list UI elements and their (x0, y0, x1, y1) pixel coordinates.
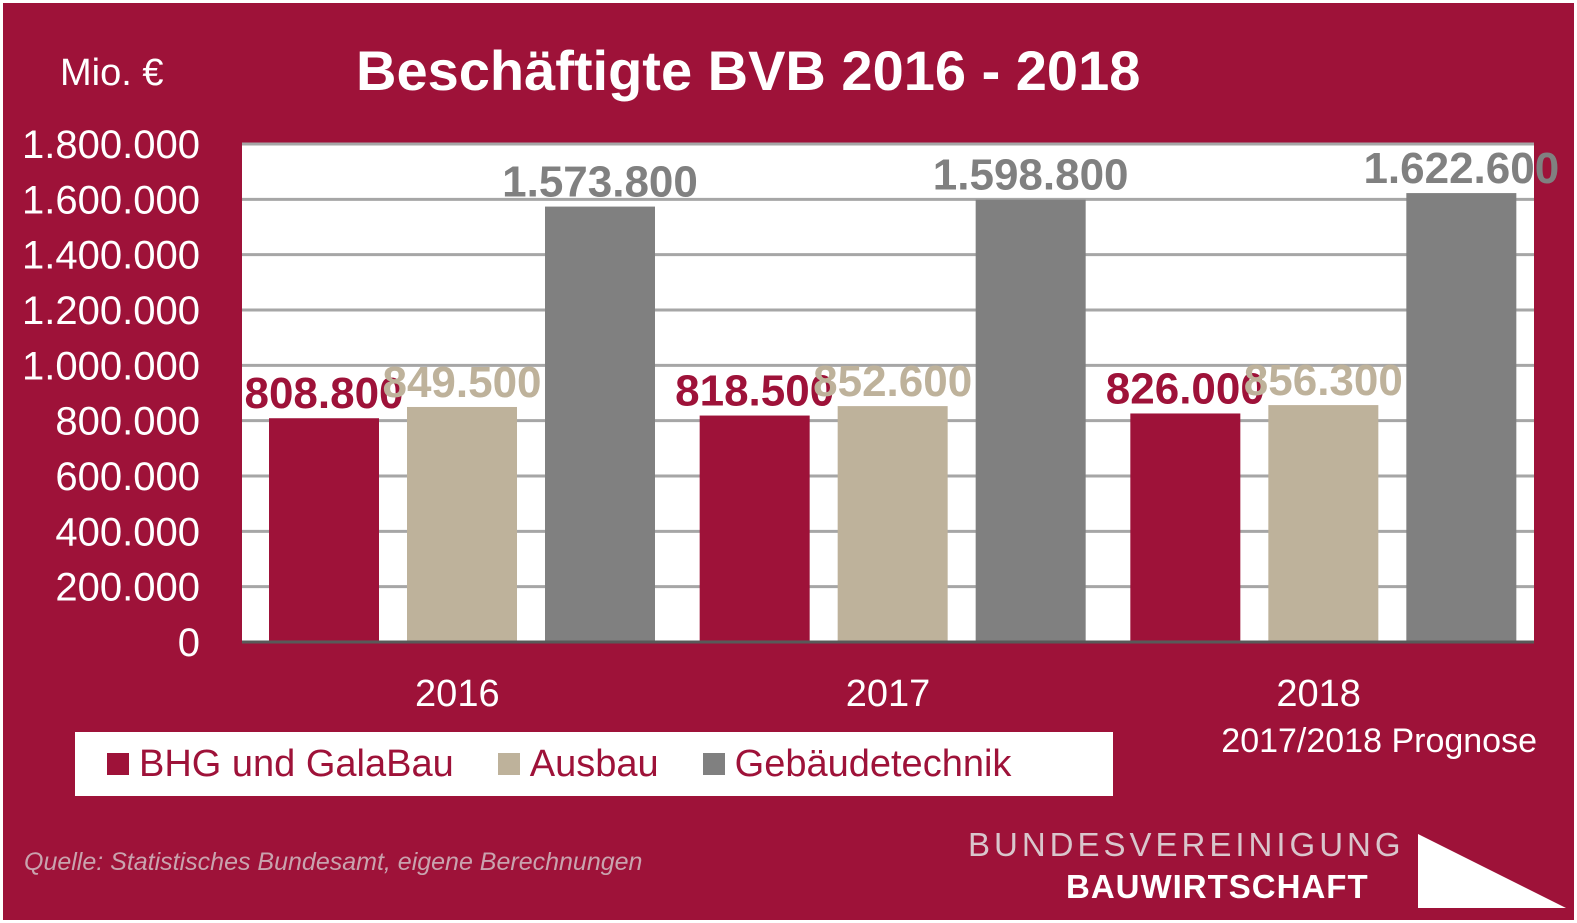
x-category-label: 2018 (1276, 673, 1361, 715)
data-label: 852.600 (813, 357, 972, 406)
y-tick-label: 1.600.000 (22, 178, 200, 222)
y-tick-label: 1.000.000 (22, 344, 200, 388)
bar (699, 415, 810, 642)
legend-label-bhg: BHG und GalaBau (139, 742, 454, 785)
data-label: 826.000 (1106, 364, 1265, 413)
legend-label-gebaeudetechnik: Gebäudetechnik (734, 742, 1012, 785)
legend: BHG und GalaBau Ausbau Gebäudetechnik (75, 732, 1113, 796)
logo-text-bottom: BAUWIRTSCHAFT (1066, 868, 1369, 905)
chart-title: Beschäftigte BVB 2016 - 2018 (356, 39, 1141, 102)
bar (1268, 405, 1379, 642)
data-label: 818.500 (675, 367, 834, 416)
y-tick-label: 400.000 (55, 510, 200, 554)
y-tick-label: 0 (178, 621, 200, 665)
legend-swatch-bhg (107, 753, 129, 775)
bar (545, 206, 655, 642)
y-tick-label: 1.800.000 (22, 123, 200, 167)
y-tick-label: 1.400.000 (22, 234, 200, 278)
x-category-label: 2017 (846, 673, 931, 715)
legend-label-ausbau: Ausbau (529, 742, 659, 785)
x-category-label: 2016 (415, 673, 500, 715)
y-tick-label: 600.000 (55, 455, 200, 499)
source-note: Quelle: Statistisches Bundesamt, eigene … (24, 848, 643, 876)
y-tick-label: 1.200.000 (22, 289, 200, 333)
data-label: 849.500 (382, 358, 541, 407)
data-label: 856.300 (1244, 356, 1403, 405)
legend-swatch-gebaeudetechnik (702, 753, 725, 775)
legend-swatch-ausbau (497, 753, 520, 775)
logo-triangle-icon (1418, 834, 1566, 908)
legend-item-ausbau: Ausbau (497, 742, 659, 786)
legend-item-bhg: BHG und GalaBau (107, 743, 454, 786)
forecast-note: 2017/2018 Prognose (1221, 722, 1537, 760)
logo-text-top: BUNDESVEREINIGUNG (968, 826, 1405, 863)
data-label: 1.598.800 (933, 151, 1129, 200)
y-tick-label: 200.000 (55, 566, 200, 610)
data-label: 808.800 (244, 369, 403, 418)
bar (407, 406, 517, 642)
bar (1130, 413, 1241, 642)
bar (269, 418, 379, 642)
bar (837, 406, 948, 642)
legend-item-gebaeudetechnik: Gebäudetechnik (702, 742, 1012, 786)
bar (1406, 193, 1517, 642)
bar (975, 199, 1086, 642)
y-tick-label: 800.000 (55, 400, 200, 444)
unit-label: Mio. € (60, 52, 164, 94)
data-label: 1.573.800 (502, 158, 698, 207)
data-label: 1.622.600 (1363, 144, 1559, 193)
